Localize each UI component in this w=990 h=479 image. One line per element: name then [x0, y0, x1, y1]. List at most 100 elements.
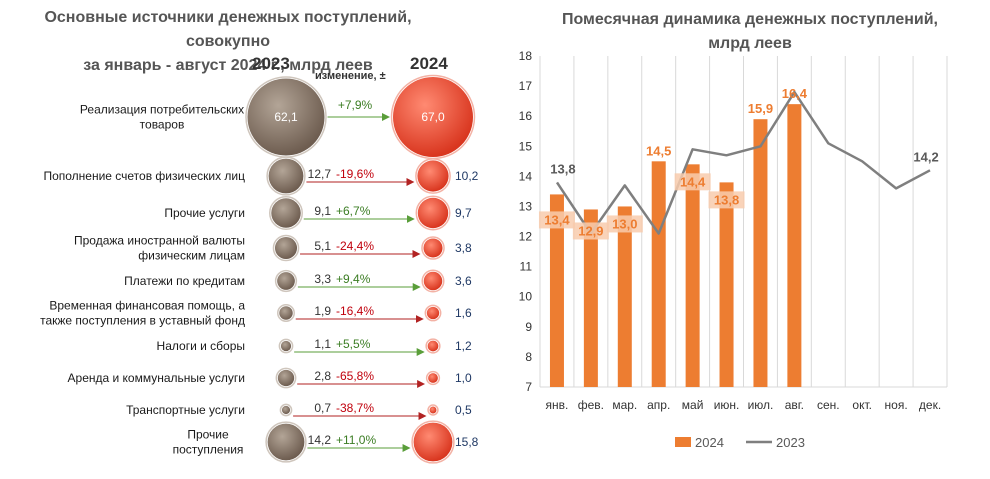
- bubble-2024: [423, 271, 443, 291]
- bar-2024: [685, 164, 700, 387]
- bubble-2023: [271, 198, 301, 228]
- bar-data-label: 15,9: [748, 101, 773, 116]
- legend-label-2023: 2023: [776, 435, 805, 450]
- bar-2024: [583, 209, 598, 387]
- change-value: +6,7%: [336, 204, 371, 218]
- x-tick-label: мар.: [612, 398, 637, 412]
- row-label: физическим лицам: [138, 249, 245, 263]
- bubble-2024: [428, 373, 438, 383]
- bubble-2024: [426, 306, 440, 320]
- x-tick-label: июл.: [748, 398, 774, 412]
- x-tick-label: фев.: [578, 398, 604, 412]
- row-label: Прочие услуги: [164, 206, 245, 220]
- value-2024: 3,8: [455, 241, 472, 255]
- bubble-2024: [429, 406, 437, 414]
- change-value: +5,5%: [336, 337, 371, 351]
- x-tick-label: июн.: [714, 398, 740, 412]
- x-tick-label: дек.: [919, 398, 941, 412]
- bubble-2023: [277, 369, 295, 387]
- row-label: поступления: [173, 443, 244, 457]
- value-2024: 9,7: [455, 206, 472, 220]
- bar-2024: [651, 161, 666, 387]
- value-2023: 9,1: [314, 204, 331, 218]
- x-tick-label: апр.: [647, 398, 670, 412]
- bar-2024: [719, 182, 734, 387]
- change-value: -24,4%: [336, 239, 374, 253]
- row-label: товаров: [140, 118, 185, 132]
- y-tick-label: 14: [519, 169, 533, 183]
- bubble-2023: [268, 158, 304, 194]
- bar-2024: [617, 206, 632, 387]
- bubble-2024: [393, 77, 473, 157]
- left-chart-title: Основные источники денежных поступлений,…: [8, 6, 448, 78]
- value-2023: 0,7: [314, 401, 331, 415]
- bubble-2023: [247, 78, 325, 156]
- row-label: также поступления в уставный фонд: [40, 314, 245, 328]
- bar-label-bg: [572, 222, 609, 240]
- bar-label-bg: [708, 191, 745, 209]
- change-value: -16,4%: [336, 304, 374, 318]
- bubble-2023: [277, 272, 295, 290]
- value-2023: 2,8: [314, 369, 331, 383]
- bar-data-label: 14,4: [680, 174, 706, 189]
- y-tick-label: 18: [519, 49, 533, 63]
- value-2023: 12,7: [308, 167, 332, 181]
- y-tick-label: 15: [519, 139, 533, 153]
- right-title-line2: млрд леев: [708, 35, 792, 52]
- bar-label-bg: [606, 215, 643, 233]
- left-title-line2: за январь - август 2024 г., млрд леев: [83, 57, 373, 74]
- y-tick-label: 17: [519, 79, 533, 93]
- bar-data-label: 12,9: [578, 223, 603, 238]
- row-label: Продажа иностранной валюты: [74, 234, 245, 248]
- x-tick-label: май: [682, 398, 704, 412]
- x-tick-label: авг.: [785, 398, 804, 412]
- row-label: Аренда и коммунальные услуги: [68, 371, 245, 385]
- bubble-2024: [413, 422, 453, 462]
- legend-swatch-2024: [675, 437, 691, 447]
- value-2023: 3,3: [314, 272, 331, 286]
- bubble-2024: [417, 160, 449, 192]
- value-2024: 67,0: [421, 110, 445, 124]
- bubble-2024: [417, 197, 449, 229]
- row-label: Прочие: [187, 428, 229, 442]
- bar-data-label: 14,5: [646, 143, 671, 158]
- bar-2024: [549, 194, 564, 387]
- y-tick-label: 9: [525, 320, 532, 334]
- year-2023-header: 2023: [252, 54, 290, 73]
- change-value: -38,7%: [336, 401, 374, 415]
- bar-label-bg: [674, 173, 711, 191]
- value-2023: 5,1: [314, 239, 331, 253]
- bubble-2023: [274, 236, 298, 260]
- bubble-2023: [267, 423, 305, 461]
- row-label: Пополнение счетов физических лиц: [43, 169, 245, 183]
- bar-2024: [787, 104, 802, 388]
- change-value: -65,8%: [336, 369, 374, 383]
- bar-data-label: 16,4: [782, 86, 808, 101]
- bar-data-label: 13,8: [714, 192, 739, 207]
- change-value: +11,0%: [336, 433, 376, 447]
- value-2023: 14,2: [308, 433, 332, 447]
- bubble-2023: [280, 340, 292, 352]
- bar-2024: [753, 119, 768, 387]
- line-data-label: 13,8: [550, 161, 575, 176]
- row-label: Транспортные услуги: [126, 403, 245, 417]
- bubble-2024: [423, 238, 443, 258]
- value-2024: 10,2: [455, 169, 479, 183]
- bar-label-bg: [538, 211, 575, 229]
- value-2024: 1,0: [455, 371, 472, 385]
- value-2023: 1,1: [314, 337, 331, 351]
- y-tick-label: 8: [525, 350, 532, 364]
- line-data-label: 14,2: [913, 149, 938, 164]
- bubble-2023: [281, 405, 291, 415]
- change-header: изменение, ±: [315, 70, 386, 82]
- row-label: Налоги и сборы: [157, 339, 245, 353]
- bar-data-label: 13,4: [544, 212, 570, 227]
- y-tick-label: 7: [525, 380, 532, 394]
- change-value: +9,4%: [336, 272, 371, 286]
- x-tick-label: окт.: [852, 398, 872, 412]
- y-tick-label: 11: [520, 260, 533, 274]
- year-2024-header: 2024: [410, 54, 448, 73]
- value-2024: 1,6: [455, 306, 472, 320]
- row-label: Реализация потребительских: [80, 103, 244, 117]
